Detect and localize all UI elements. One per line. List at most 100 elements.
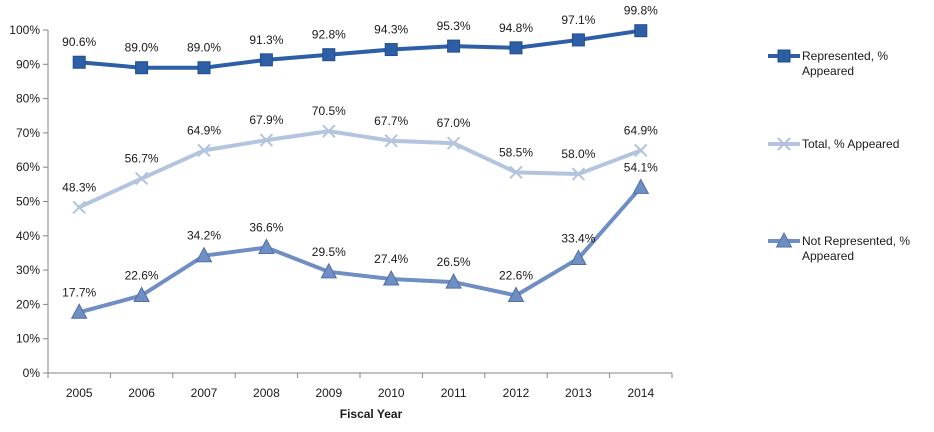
triangle-marker bbox=[632, 178, 650, 194]
triangle-marker bbox=[775, 231, 793, 248]
data-label: 54.1% bbox=[624, 160, 658, 174]
x-marker bbox=[777, 137, 791, 151]
y-tick-label: 70% bbox=[16, 126, 40, 140]
x-marker bbox=[571, 167, 586, 181]
data-label: 89.0% bbox=[125, 41, 159, 55]
x-marker-stroke bbox=[72, 200, 86, 215]
x-marker bbox=[384, 134, 398, 148]
square-marker bbox=[634, 24, 648, 38]
legend-label: Appeared bbox=[802, 249, 854, 263]
data-label: 26.5% bbox=[437, 255, 471, 269]
x-tick-label: 2009 bbox=[315, 386, 342, 400]
data-label: 17.7% bbox=[62, 285, 96, 299]
y-tick-label: 20% bbox=[16, 297, 40, 311]
legend-label: Total, % Appeared bbox=[802, 137, 899, 151]
y-tick-label: 100% bbox=[9, 23, 40, 37]
series-1 bbox=[72, 124, 648, 215]
x-marker-stroke bbox=[322, 124, 336, 138]
x-tick-label: 2013 bbox=[565, 386, 592, 400]
triangle-marker bbox=[445, 273, 462, 289]
legend-item-1: Total, % Appeared bbox=[768, 137, 899, 151]
legend-label: Not Represented, % bbox=[802, 234, 910, 248]
y-tick-label: 30% bbox=[16, 263, 40, 277]
data-label: 97.1% bbox=[561, 13, 595, 27]
triangle-marker bbox=[70, 303, 88, 319]
x-marker-stroke bbox=[384, 134, 398, 148]
data-label: 90.6% bbox=[62, 35, 96, 49]
y-tick-label: 50% bbox=[16, 195, 40, 209]
series-2 bbox=[70, 178, 650, 319]
legend-item-0: Represented, %Appeared bbox=[768, 49, 888, 78]
data-label: 22.6% bbox=[499, 268, 533, 282]
square-marker bbox=[197, 61, 211, 75]
series-line bbox=[77, 185, 643, 315]
y-tick-label: 10% bbox=[16, 332, 40, 346]
data-label: 56.7% bbox=[125, 152, 159, 166]
x-marker-stroke bbox=[777, 137, 791, 151]
chart-series bbox=[70, 24, 650, 319]
data-label: 70.5% bbox=[312, 104, 346, 118]
data-label: 94.3% bbox=[374, 23, 408, 37]
x-tick-label: 2014 bbox=[627, 386, 654, 400]
data-label: 95.3% bbox=[437, 19, 471, 33]
x-tick-label: 2012 bbox=[503, 386, 530, 400]
x-marker-stroke bbox=[634, 143, 648, 158]
triangle-marker bbox=[320, 262, 338, 279]
x-marker bbox=[259, 133, 274, 147]
legend-item-2: Not Represented, %Appeared bbox=[768, 231, 910, 263]
square-marker bbox=[384, 43, 398, 57]
data-label: 92.8% bbox=[312, 28, 346, 42]
data-label: 64.9% bbox=[624, 123, 658, 137]
series-line bbox=[77, 28, 643, 70]
square-marker bbox=[322, 48, 336, 62]
data-label: 64.9% bbox=[187, 123, 221, 137]
triangle-marker bbox=[507, 286, 525, 302]
x-tick-label: 2008 bbox=[253, 386, 280, 400]
x-marker bbox=[446, 136, 461, 150]
triangle-marker bbox=[258, 238, 275, 254]
y-tick-label: 60% bbox=[16, 160, 40, 174]
x-marker-stroke bbox=[197, 143, 211, 158]
x-marker bbox=[72, 200, 86, 215]
series-0 bbox=[72, 24, 648, 75]
data-label: 33.4% bbox=[561, 231, 595, 245]
data-label: 58.0% bbox=[561, 147, 595, 161]
square-marker bbox=[135, 61, 149, 75]
x-marker bbox=[322, 124, 336, 138]
data-label: 48.3% bbox=[62, 180, 96, 194]
data-labels: 90.6% 89.0% 89.0% 91.3% 92.8% 94.3% 95.3% 94.8%… bbox=[62, 4, 658, 300]
x-tick-label: 2010 bbox=[378, 386, 405, 400]
x-tick-label: 2011 bbox=[441, 386, 467, 400]
y-tick-label: 40% bbox=[16, 229, 40, 243]
chart-axes: 0% 10% 20% 30% 40% 50% 60% 70% 80% 90% 100% 2005 200… bbox=[9, 23, 673, 400]
triangle-marker bbox=[570, 249, 587, 265]
x-marker-stroke bbox=[446, 136, 461, 150]
x-marker-stroke bbox=[509, 165, 523, 180]
square-marker bbox=[777, 49, 791, 63]
data-label: 67.9% bbox=[249, 113, 283, 127]
data-label: 34.2% bbox=[187, 229, 221, 243]
legend-label: Appeared bbox=[802, 64, 854, 78]
x-marker bbox=[634, 143, 648, 158]
data-label: 27.4% bbox=[374, 252, 408, 266]
y-tick-label: 0% bbox=[23, 366, 41, 380]
data-label: 36.6% bbox=[249, 220, 283, 234]
data-label: 99.8% bbox=[624, 4, 658, 18]
x-tick-label: 2006 bbox=[128, 386, 155, 400]
x-tick-label: 2007 bbox=[191, 386, 218, 400]
x-tick-label: 2005 bbox=[66, 386, 93, 400]
square-marker bbox=[571, 33, 585, 47]
square-marker bbox=[509, 41, 523, 55]
y-tick-label: 80% bbox=[16, 92, 40, 106]
triangle-marker bbox=[195, 246, 213, 263]
x-marker bbox=[509, 165, 523, 180]
x-marker-stroke bbox=[259, 133, 274, 147]
square-marker bbox=[259, 53, 273, 67]
data-label: 22.6% bbox=[125, 268, 159, 282]
x-marker-stroke bbox=[571, 167, 586, 181]
x-marker-stroke bbox=[134, 171, 149, 186]
square-marker bbox=[447, 39, 461, 53]
data-label: 29.5% bbox=[312, 245, 346, 259]
triangle-marker bbox=[382, 269, 400, 286]
